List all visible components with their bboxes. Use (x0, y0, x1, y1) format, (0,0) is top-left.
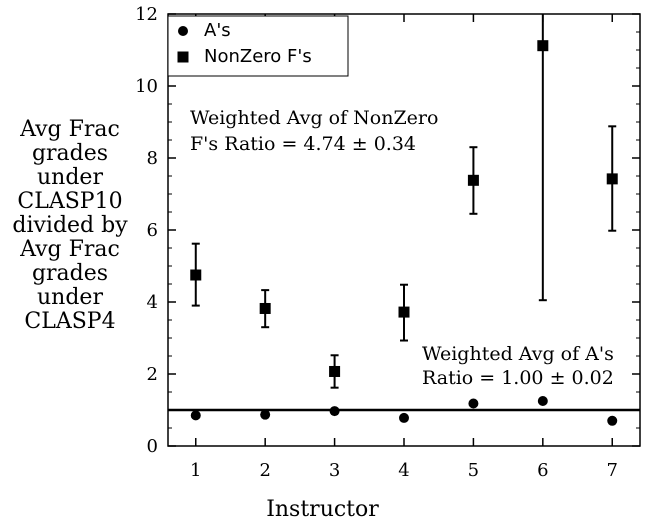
x-tick-label: 6 (537, 460, 548, 481)
y-axis-label-line: Avg Frac (20, 117, 120, 142)
annotation-nonzero-line: F's Ratio = 4.74 ± 0.34 (190, 133, 416, 155)
annotation-nonzero-line: Weighted Avg of NonZero (190, 107, 438, 129)
data-point-a (468, 398, 479, 409)
x-axis-label: Instructor (266, 497, 379, 522)
data-point-a (537, 396, 548, 406)
x-tick-label: 2 (259, 460, 270, 481)
y-tick-label: 8 (147, 148, 158, 169)
y-tick-label: 12 (135, 4, 158, 25)
data-point-a (607, 415, 618, 426)
y-axis-label-line: Avg Frac (20, 237, 120, 262)
data-point-nonzero-f (537, 40, 549, 52)
y-tick-label: 0 (147, 436, 158, 457)
data-point-nonzero-f (398, 306, 410, 318)
y-axis-label-line: grades (31, 141, 109, 166)
y-axis-label-line: CLASP4 (24, 309, 116, 334)
data-point-a (260, 409, 271, 420)
annotation-aratio-line: Ratio = 1.00 ± 0.02 (422, 367, 614, 389)
data-point-nonzero-f (606, 173, 618, 185)
data-point-a (190, 410, 201, 421)
legend-item-label: A's (204, 20, 231, 41)
x-tick-label: 4 (398, 460, 409, 481)
data-point-a (399, 412, 409, 423)
y-axis-label-line: under (37, 285, 103, 310)
y-tick-label: 6 (147, 220, 158, 241)
y-tick-label: 2 (147, 364, 158, 385)
legend-item-label: NonZero F's (204, 46, 312, 67)
y-axis-label-line: divided by (12, 213, 128, 238)
y-axis-label-line: grades (31, 261, 109, 286)
data-point-nonzero-f (190, 269, 202, 281)
x-tick-label: 5 (468, 460, 479, 481)
y-tick-label: 10 (135, 76, 158, 97)
legend-marker-square (177, 51, 189, 63)
x-tick-label: 1 (190, 460, 201, 481)
legend-box (167, 15, 349, 77)
y-tick-label: 4 (147, 292, 158, 313)
data-point-a (329, 406, 340, 417)
annotation-aratio-line: Weighted Avg of A's (422, 343, 614, 365)
x-tick-label: 7 (607, 460, 618, 481)
y-axis-label-line: under (37, 165, 103, 190)
x-tick-label: 3 (329, 460, 340, 481)
data-point-nonzero-f (329, 365, 341, 377)
legend-marker-circle (178, 26, 188, 36)
y-axis-label-line: CLASP10 (17, 189, 123, 214)
data-point-nonzero-f (259, 302, 271, 314)
y-axis-label: Avg Frac grades under CLASP10 divided by Avg … (0, 118, 140, 334)
data-point-nonzero-f (467, 174, 479, 186)
